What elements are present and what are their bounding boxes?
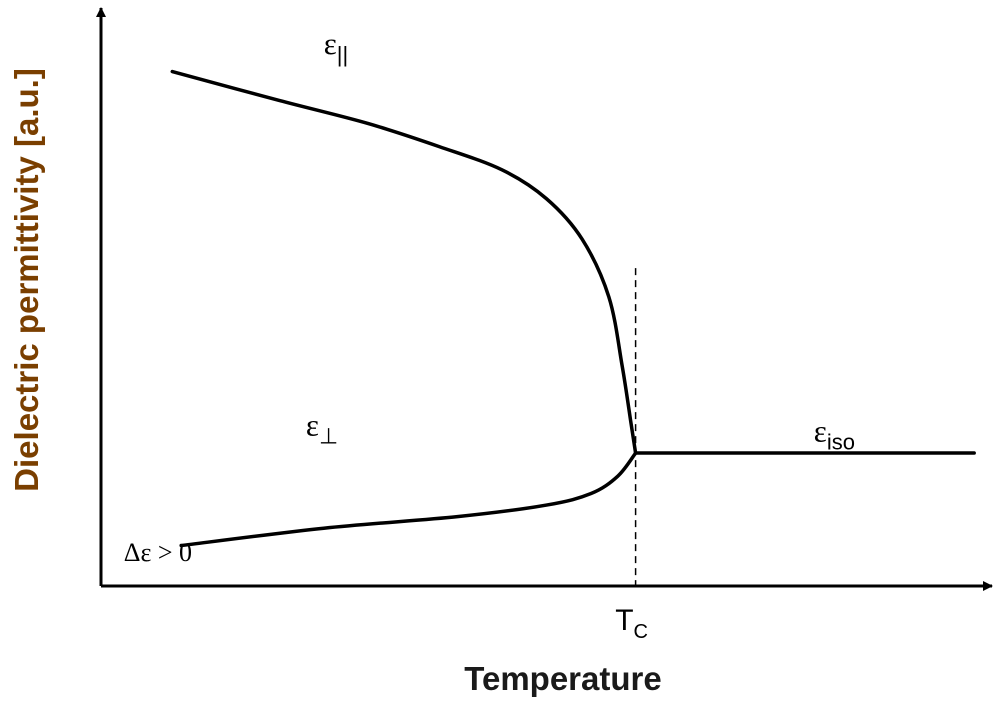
series-label-symbol: ε bbox=[814, 414, 827, 449]
tc-tick-main: T bbox=[615, 604, 633, 637]
y-axis-title: Dielectric permittivity [a.u.] bbox=[8, 68, 45, 492]
tc-tick-sub: C bbox=[634, 621, 648, 643]
series-layer bbox=[170, 69, 976, 548]
series-label-subscript: || bbox=[337, 42, 348, 67]
x-axis-title: Temperature bbox=[464, 660, 661, 697]
series-label-epsilon-perpendicular: ε⊥ bbox=[306, 408, 338, 449]
series-labels: ε||ε⊥ εiso bbox=[306, 26, 855, 454]
series-label-subscript: ⊥ bbox=[319, 424, 338, 449]
series-line-epsilon-perpendicular bbox=[179, 451, 638, 548]
series-label-epsilon-parallel: ε|| bbox=[324, 26, 348, 67]
tc-tick-label: TC bbox=[615, 604, 648, 643]
series-label-symbol: ε bbox=[324, 26, 337, 61]
series-line-epsilon-parallel bbox=[170, 69, 638, 455]
delta-epsilon-annotation: Δε > 0 bbox=[124, 538, 192, 567]
series-label-symbol: ε bbox=[306, 408, 319, 443]
series-label-epsilon-iso: εiso bbox=[814, 414, 855, 455]
series-label-subscript: iso bbox=[827, 430, 855, 455]
